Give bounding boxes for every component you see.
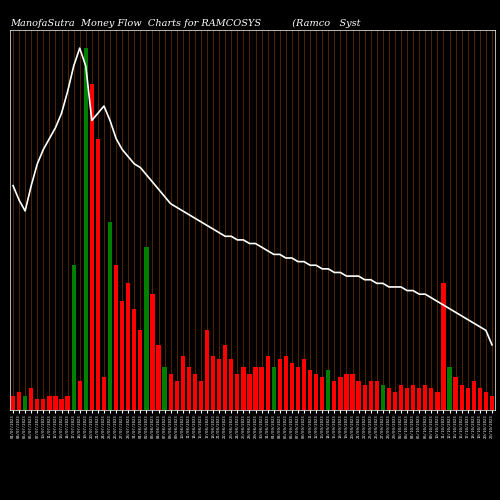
Bar (254, 366, 258, 410)
Bar (174, 381, 179, 410)
Bar (448, 366, 452, 410)
Bar (393, 392, 397, 410)
Bar (460, 384, 464, 410)
Bar (344, 374, 348, 410)
Bar (429, 388, 434, 410)
Bar (144, 247, 148, 410)
Bar (60, 399, 64, 410)
Bar (387, 388, 391, 410)
Bar (478, 388, 482, 410)
Bar (350, 374, 354, 410)
Bar (90, 84, 94, 410)
Bar (368, 381, 373, 410)
Text: ManofaSutra  Money Flow  Charts for RAMCOSYS          (Ramco   Syst: ManofaSutra Money Flow Charts for RAMCOS… (10, 18, 360, 28)
Bar (472, 381, 476, 410)
Bar (284, 356, 288, 410)
Bar (211, 356, 215, 410)
Bar (399, 384, 403, 410)
Bar (260, 366, 264, 410)
Bar (362, 384, 367, 410)
Bar (168, 374, 173, 410)
Bar (411, 384, 416, 410)
Bar (308, 370, 312, 410)
Bar (156, 345, 160, 410)
Bar (126, 284, 130, 410)
Bar (266, 356, 270, 410)
Bar (180, 356, 185, 410)
Bar (338, 378, 342, 410)
Bar (423, 384, 428, 410)
Bar (72, 265, 76, 410)
Bar (162, 366, 166, 410)
Bar (296, 366, 300, 410)
Bar (356, 381, 360, 410)
Bar (54, 396, 58, 410)
Bar (332, 381, 336, 410)
Bar (380, 384, 385, 410)
Bar (102, 378, 106, 410)
Bar (417, 388, 422, 410)
Bar (374, 381, 379, 410)
Bar (120, 302, 124, 410)
Bar (235, 374, 240, 410)
Bar (199, 381, 203, 410)
Bar (490, 396, 494, 410)
Bar (326, 370, 330, 410)
Bar (186, 366, 191, 410)
Bar (11, 396, 15, 410)
Bar (302, 360, 306, 410)
Bar (205, 330, 209, 410)
Bar (484, 392, 488, 410)
Bar (242, 366, 246, 410)
Bar (278, 360, 282, 410)
Bar (314, 374, 318, 410)
Bar (248, 374, 252, 410)
Bar (442, 284, 446, 410)
Bar (17, 392, 21, 410)
Bar (436, 392, 440, 410)
Bar (223, 345, 228, 410)
Bar (84, 48, 88, 410)
Bar (193, 374, 197, 410)
Bar (78, 381, 82, 410)
Bar (229, 360, 234, 410)
Bar (150, 294, 154, 410)
Bar (114, 265, 118, 410)
Bar (132, 308, 136, 410)
Bar (217, 360, 222, 410)
Bar (35, 399, 40, 410)
Bar (108, 222, 112, 410)
Bar (405, 388, 409, 410)
Bar (272, 366, 276, 410)
Bar (320, 378, 324, 410)
Bar (96, 138, 100, 410)
Bar (66, 396, 70, 410)
Bar (23, 396, 28, 410)
Bar (48, 396, 52, 410)
Bar (454, 378, 458, 410)
Bar (290, 363, 294, 410)
Bar (29, 388, 34, 410)
Bar (138, 330, 142, 410)
Bar (41, 399, 46, 410)
Bar (466, 388, 470, 410)
